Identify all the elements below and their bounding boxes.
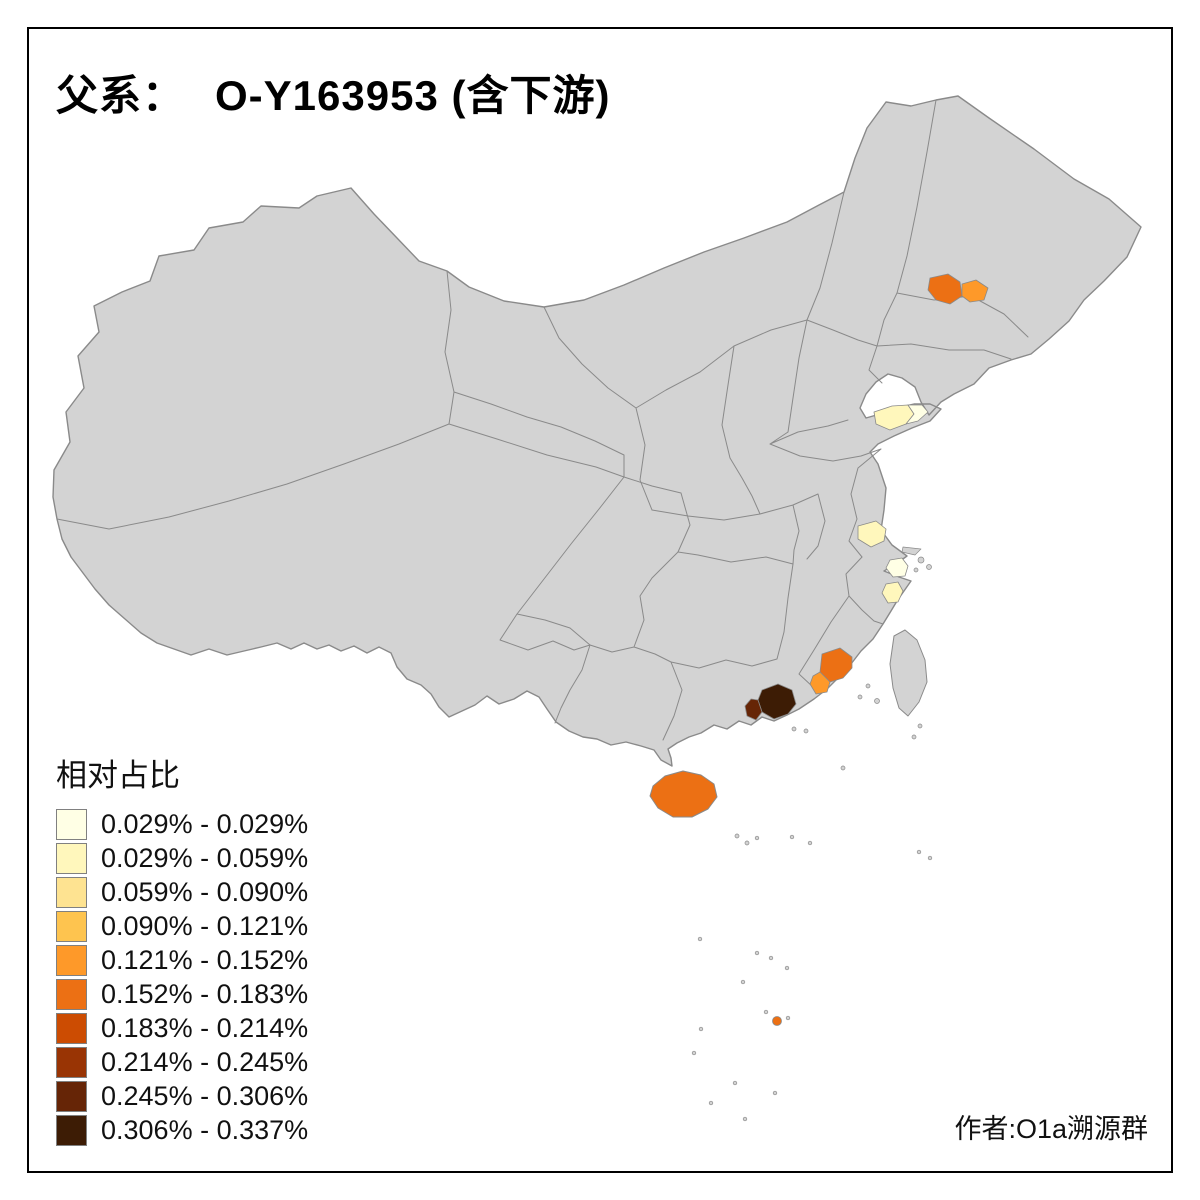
highlighted-regions xyxy=(649,273,989,1026)
chongming-island xyxy=(901,546,922,556)
highlight-jiangsu-coast xyxy=(857,520,887,548)
highlight-fujian-south xyxy=(809,671,831,695)
highlight-jilin-east xyxy=(961,279,989,303)
offshore-islands xyxy=(691,556,933,1122)
legend-swatch xyxy=(56,945,87,976)
legend-item: 0.152% - 0.183% xyxy=(56,979,308,1010)
legend-label: 0.121% - 0.152% xyxy=(101,945,309,975)
legend-item: 0.306% - 0.337% xyxy=(56,1115,308,1146)
legend-label: 0.214% - 0.245% xyxy=(101,1047,309,1077)
legend-item: 0.029% - 0.059% xyxy=(56,843,308,874)
legend-label: 0.059% - 0.090% xyxy=(101,877,309,907)
title-prefix: 父系： xyxy=(56,72,186,119)
legend-item: 0.121% - 0.152% xyxy=(56,945,308,976)
legend-item: 0.214% - 0.245% xyxy=(56,1047,308,1078)
legend-item: 0.059% - 0.090% xyxy=(56,877,308,908)
province-borders-west xyxy=(56,191,845,724)
china-mainland xyxy=(52,95,1142,767)
page-title: 父系： O-Y163953 (含下游) xyxy=(56,62,610,123)
legend-swatch xyxy=(56,809,87,840)
province-borders-central xyxy=(623,319,882,565)
legend-swatch xyxy=(56,1081,87,1112)
legend-swatch xyxy=(56,1047,87,1078)
legend-item: 0.029% - 0.029% xyxy=(56,809,308,840)
hainan-island xyxy=(649,770,718,818)
highlight-zhejiang-north xyxy=(885,557,909,578)
legend-swatch xyxy=(56,1013,87,1044)
highlight-jilin-west xyxy=(927,273,963,305)
highlight-guangdong-delta-west xyxy=(744,698,763,721)
legend-item: 0.245% - 0.306% xyxy=(56,1081,308,1112)
legend-swatch xyxy=(56,843,87,874)
legend-swatch xyxy=(56,877,87,908)
legend-title: 相对占比 xyxy=(56,758,180,793)
taiwan-island xyxy=(889,629,928,717)
legend-label: 0.183% - 0.214% xyxy=(101,1013,309,1043)
legend-label: 0.090% - 0.121% xyxy=(101,911,309,941)
legend-swatch xyxy=(56,1115,87,1146)
legend-label: 0.029% - 0.059% xyxy=(101,843,309,873)
south-china-sea-islet xyxy=(772,1016,782,1026)
legend-label: 0.152% - 0.183% xyxy=(101,979,309,1009)
legend: 相对占比 0.029% - 0.029% 0.029% - 0.059% 0.0… xyxy=(56,750,308,1149)
legend-label: 0.029% - 0.029% xyxy=(101,809,309,839)
title-haplogroup: O-Y163953 (含下游) xyxy=(215,72,611,119)
legend-swatch xyxy=(56,911,87,942)
legend-swatch xyxy=(56,979,87,1010)
legend-item: 0.090% - 0.121% xyxy=(56,911,308,942)
author-credit: 作者:O1a溯源群 xyxy=(954,1114,1148,1144)
legend-label: 0.245% - 0.306% xyxy=(101,1081,309,1111)
highlight-shandong-tip xyxy=(905,404,929,425)
highlight-zhejiang-south xyxy=(881,581,904,604)
legend-item: 0.183% - 0.214% xyxy=(56,1013,308,1044)
legend-label: 0.306% - 0.337% xyxy=(101,1115,309,1145)
